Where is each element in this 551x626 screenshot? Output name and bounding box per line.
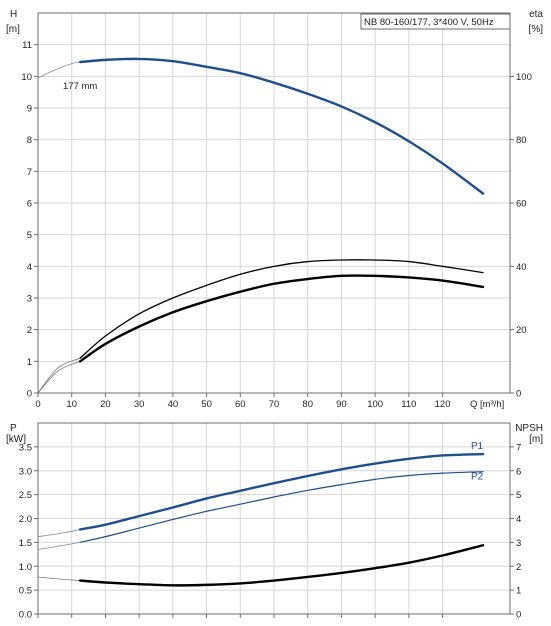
y-right-tick-label: 20 xyxy=(516,325,527,336)
series-3-extrapolated-line xyxy=(37,360,81,394)
x-tick-label: 70 xyxy=(269,399,280,410)
y-left-tick-label: 0.5 xyxy=(19,586,32,597)
y-left-tick-label: 11 xyxy=(22,40,32,51)
y-right-axis-unit: [m] xyxy=(529,434,543,445)
y-left-axis-name: P xyxy=(10,423,17,434)
y-right-tick-label: 5 xyxy=(516,490,521,501)
x-tick-label: 110 xyxy=(401,399,416,410)
y-left-axis-name: H xyxy=(10,9,17,20)
panel-2: 0.0 0.5 1.0 1.5 2.0 2.5 3.0 3.5 0 1 2 3 4 5 6 7 P[kW] NPS… xyxy=(6,422,543,621)
y-left-tick-label: 0 xyxy=(27,389,32,400)
x-tick-label: 20 xyxy=(100,399,111,410)
y-left-tick-label: 2.0 xyxy=(19,514,32,525)
y-right-tick-label: 1 xyxy=(516,586,521,597)
y-left-tick-label: 0.0 xyxy=(19,610,32,621)
series-3-line xyxy=(78,274,485,363)
y-left-tick-label: 5 xyxy=(27,230,32,241)
y-left-tick-label: 1 xyxy=(27,357,32,368)
y-right-tick-label: 80 xyxy=(516,135,527,146)
x-tick-label: 120 xyxy=(435,399,451,410)
x-tick-label: 30 xyxy=(134,399,145,410)
y-right-tick-label: 2 xyxy=(516,562,521,573)
y-left-tick-label: 3 xyxy=(27,294,32,305)
y-left-tick-label: 1.0 xyxy=(19,562,32,573)
y-left-tick-label: 8 xyxy=(27,135,32,146)
y-right-tick-label: 4 xyxy=(516,514,521,525)
y-right-axis-name: NPSH xyxy=(515,423,543,434)
series-2-line xyxy=(79,259,484,359)
x-tick-label: 10 xyxy=(66,399,77,410)
series-1-line xyxy=(78,57,485,195)
y-left-tick-label: 4 xyxy=(27,262,32,273)
y-right-tick-label: 3 xyxy=(516,538,521,549)
series-2-extrapolated-line xyxy=(37,541,81,550)
series-label: 177 mm xyxy=(63,81,97,92)
y-right-tick-label: 6 xyxy=(516,466,521,477)
series-3-line xyxy=(78,544,485,587)
y-right-tick-label: 0 xyxy=(516,389,521,400)
y-left-axis-unit: [kW] xyxy=(6,434,26,445)
x-tick-label: 90 xyxy=(336,399,347,410)
series-3-extrapolated-line xyxy=(37,576,81,581)
legend-box xyxy=(360,13,511,30)
y-right-axis-unit: [%] xyxy=(529,24,544,35)
y-left-tick-label: 6 xyxy=(27,199,32,210)
y-left-tick-label: 3.5 xyxy=(19,442,32,453)
series-1-extrapolated-line xyxy=(37,61,81,79)
y-right-axis-name: eta xyxy=(529,9,543,20)
x-tick-label: 50 xyxy=(201,399,212,410)
x-tick-label: 60 xyxy=(235,399,246,410)
series-2-extrapolated-line xyxy=(37,357,81,394)
y-right-tick-label: 40 xyxy=(516,262,527,273)
series-1-extrapolated-line xyxy=(37,529,81,538)
y-left-tick-label: 9 xyxy=(27,104,32,115)
y-left-tick-label: 2.5 xyxy=(19,490,32,501)
y-right-tick-label: 7 xyxy=(516,442,521,453)
series-1-line xyxy=(78,452,485,531)
series-name-label: P2 xyxy=(471,472,484,483)
legend-box-text: NB 80-160/177, 3*400 V, 50Hz xyxy=(364,17,494,28)
series-name-label: P1 xyxy=(471,441,484,452)
y-right-tick-label: 0 xyxy=(516,610,521,621)
y-right-tick-label: 100 xyxy=(516,72,532,83)
x-axis-label: Q [m³/h] xyxy=(470,399,504,410)
y-left-tick-label: 3.0 xyxy=(19,466,32,477)
y-left-tick-label: 2 xyxy=(27,325,32,336)
y-right-tick-label: 60 xyxy=(516,199,527,210)
series-2-line xyxy=(79,471,484,543)
x-tick-label: 100 xyxy=(367,399,383,410)
y-left-axis-unit: [m] xyxy=(6,24,20,35)
x-tick-label: 80 xyxy=(302,399,313,410)
y-left-tick-label: 7 xyxy=(27,167,32,178)
y-left-tick-label: 1.5 xyxy=(19,538,32,549)
x-tick-label: 40 xyxy=(168,399,179,410)
x-tick-label: 0 xyxy=(35,399,40,410)
y-left-tick-label: 10 xyxy=(21,72,32,83)
grid xyxy=(37,422,510,614)
